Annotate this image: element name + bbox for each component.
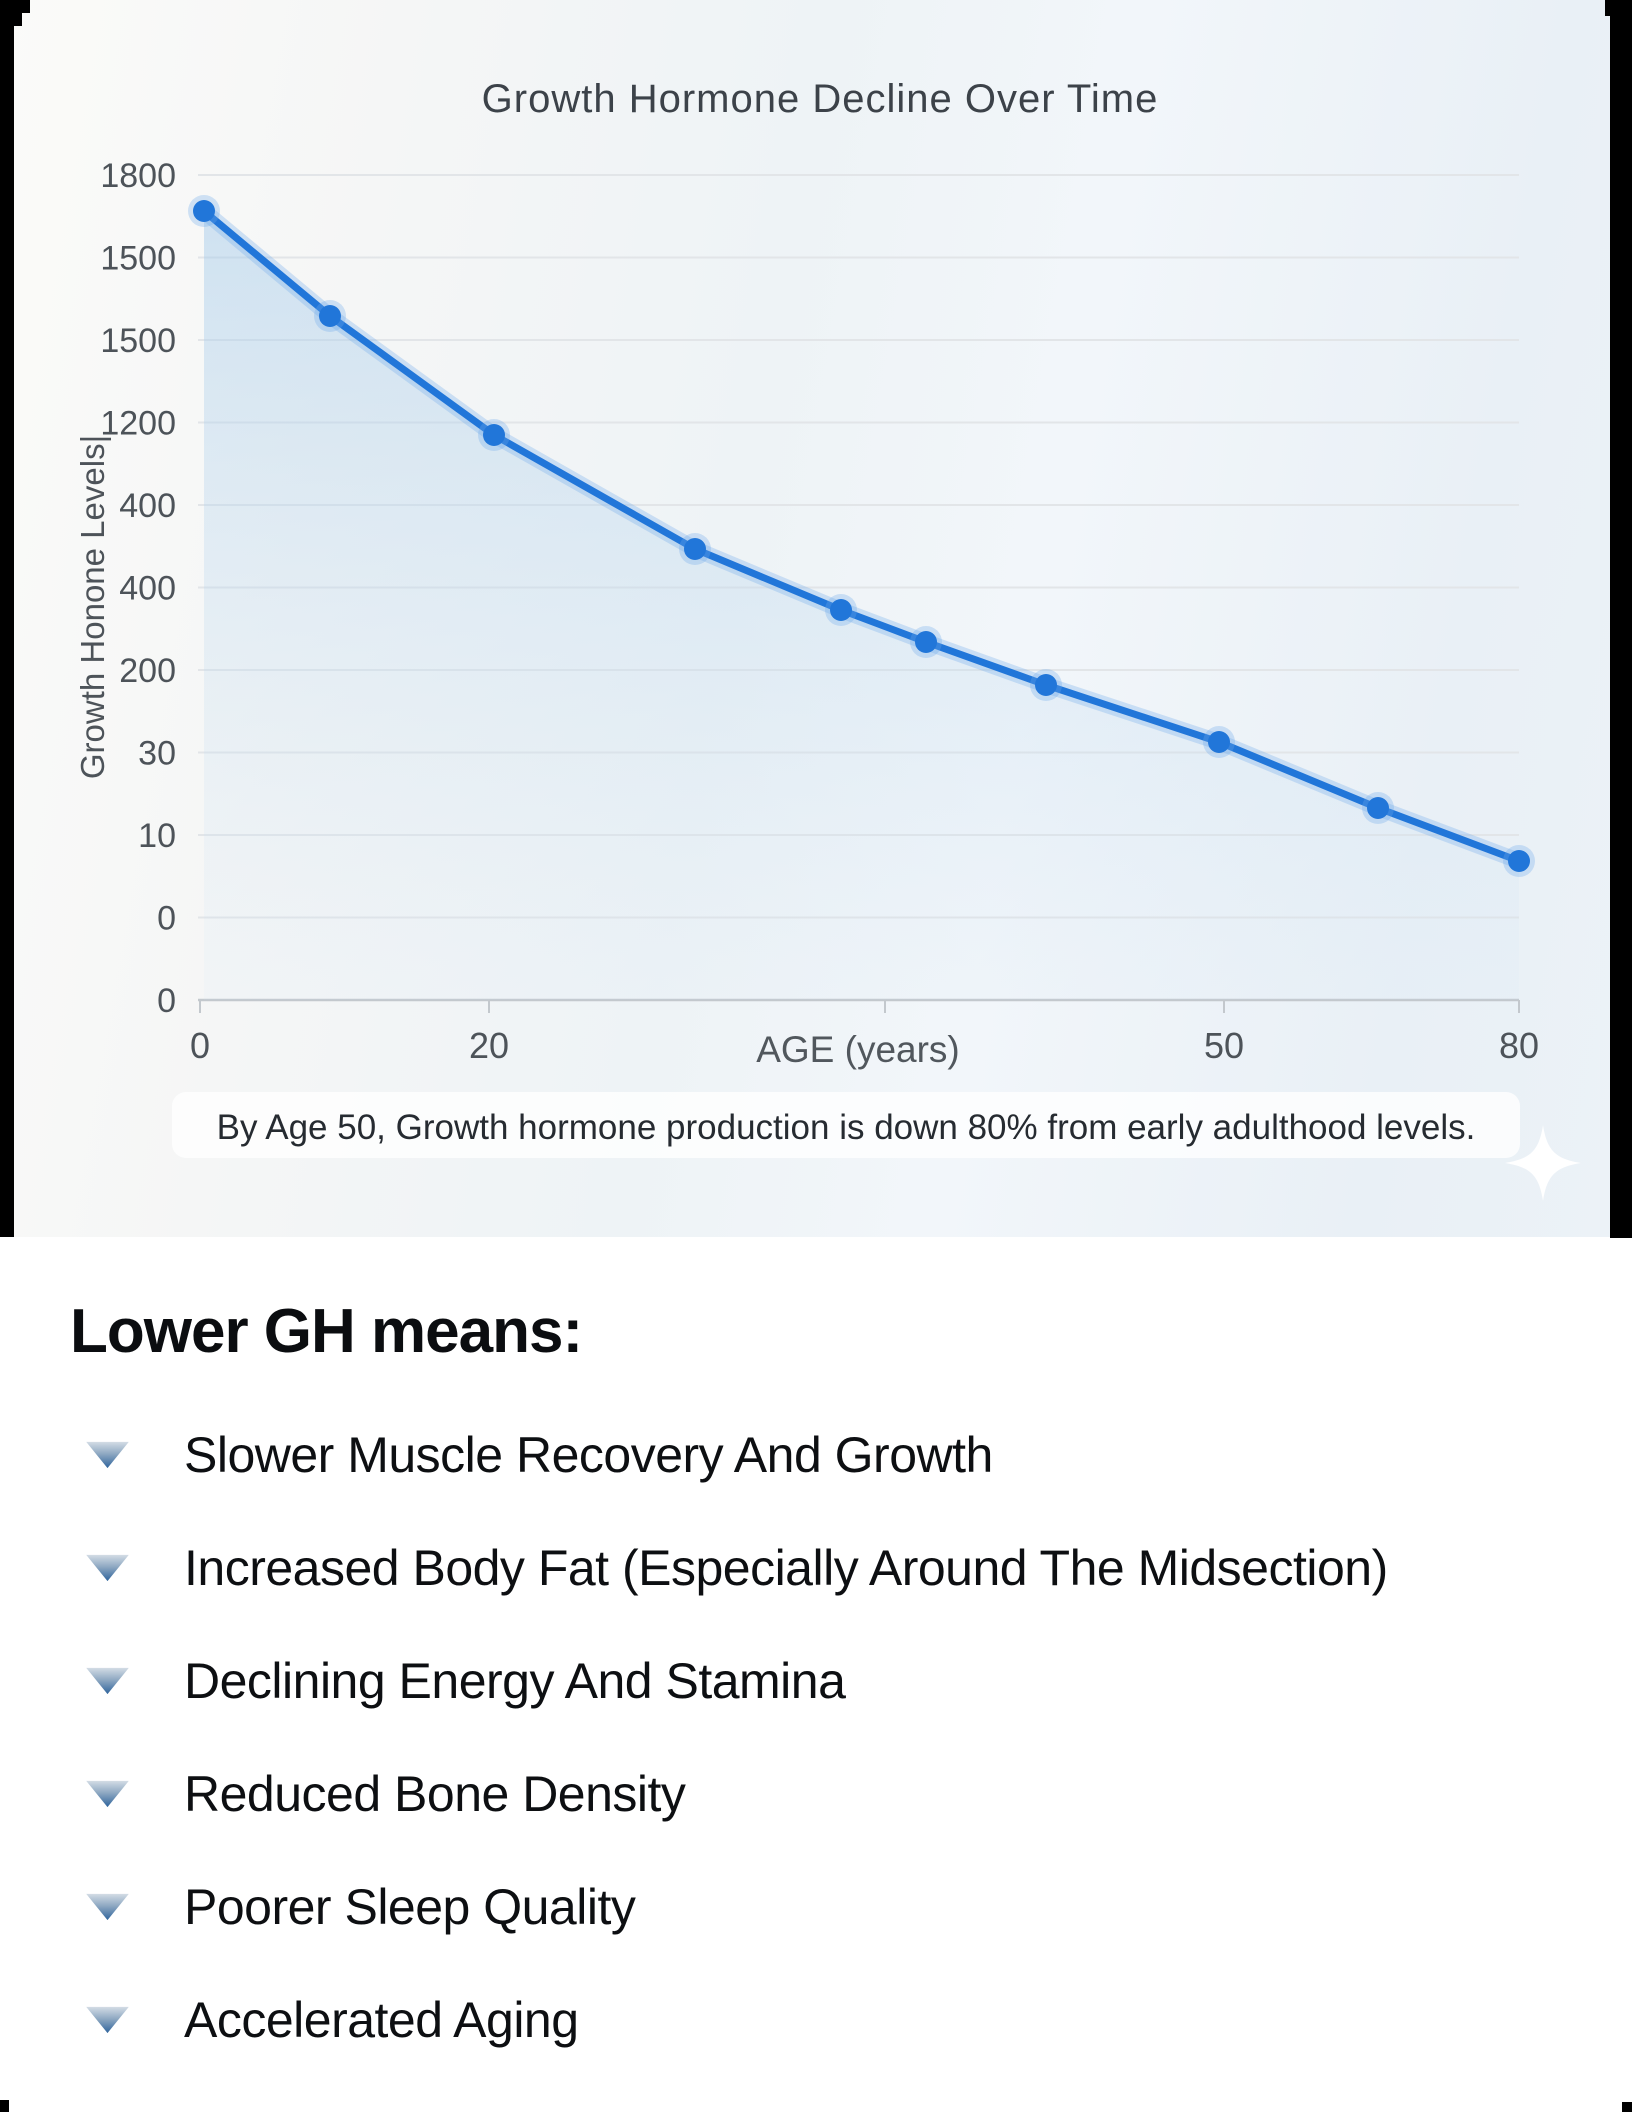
section-heading: Lower GH means: (70, 1297, 583, 1366)
chart-card: Growth Hormone Decline Over Time 1800 150… (0, 0, 1632, 1237)
x-axis-tick-labels: 0 20 50 80 (190, 1000, 1539, 1066)
list-item-label: Poorer Sleep Quality (184, 1878, 636, 1935)
chart-title: Growth Hormone Decline Over Time (482, 77, 1159, 121)
frame-artifact-bottom-left (0, 2100, 9, 2112)
y-tick-label: 400 (119, 570, 176, 608)
line-series-layer (188, 195, 1535, 1000)
caption-band (172, 1092, 1520, 1158)
triangle-down-icon (86, 1893, 129, 1920)
triangle-down-icon (86, 1780, 129, 1807)
area-fill (204, 211, 1519, 1000)
list-item-label: Reduced Bone Density (184, 1765, 686, 1822)
frame-artifact-top-left (0, 0, 30, 13)
y-tick-label: 10 (138, 817, 176, 855)
data-point (830, 599, 852, 621)
list-item: Slower Muscle Recovery And Growth (0, 1398, 1632, 1511)
y-tick-label: 30 (138, 735, 176, 773)
list-item: Accelerated Aging (0, 1963, 1632, 2076)
lower-gh-section: Lower GH means: Slower Muscle Recovery A… (0, 1237, 1632, 2112)
x-tick-label: 80 (1499, 1025, 1539, 1066)
list-item-label: Accelerated Aging (184, 1991, 579, 2048)
data-point (915, 631, 937, 653)
sparkle-icon (1505, 1125, 1581, 1201)
triangle-down-icon (86, 1667, 129, 1694)
triangle-down-icon (86, 1441, 129, 1468)
y-tick-label: 1200 (100, 405, 176, 443)
y-axis-tick-labels: 1800 1500 1500 1200 400 400 200 30 10 0 0 (100, 157, 176, 1020)
list-item: Reduced Bone Density (0, 1737, 1632, 1850)
y-tick-label: 1500 (100, 240, 176, 278)
data-point (319, 305, 341, 327)
y-tick-label: 1800 (100, 157, 176, 195)
list-item: Declining Energy And Stamina (0, 1624, 1632, 1737)
y-tick-label: 0 (157, 982, 176, 1020)
frame-artifact-top-left (0, 13, 22, 26)
list-item-label: Slower Muscle Recovery And Growth (184, 1426, 993, 1483)
frame-artifact-left-strip (0, 26, 14, 1237)
list-item-label: Increased Body Fat (Especially Around Th… (184, 1539, 1388, 1596)
list-item: Poorer Sleep Quality (0, 1850, 1632, 1963)
list-item-label: Declining Energy And Stamina (184, 1652, 846, 1709)
data-point (1035, 674, 1057, 696)
y-tick-label: 0 (157, 900, 176, 938)
x-axis-title: AGE (years) (756, 1029, 960, 1070)
triangle-down-icon (86, 1554, 129, 1581)
data-point (1367, 797, 1389, 819)
list-item: Increased Body Fat (Especially Around Th… (0, 1511, 1632, 1624)
data-line (200, 207, 1523, 865)
chart-caption: By Age 50, Growth hormone production is … (217, 1108, 1476, 1147)
frame-artifact-top-right (1605, 0, 1632, 16)
data-point (1208, 731, 1230, 753)
frame-artifact-right-strip (1610, 16, 1632, 1238)
gh-decline-chart: Growth Hormone Decline Over Time 1800 150… (74, 77, 1581, 1201)
x-tick-label: 20 (469, 1025, 509, 1066)
x-tick-label: 50 (1204, 1025, 1244, 1066)
x-tick-label: 0 (190, 1025, 210, 1066)
y-tick-label: 1500 (100, 322, 176, 360)
y-tick-label: 200 (119, 652, 176, 690)
triangle-down-icon (86, 2006, 129, 2033)
data-point (1508, 850, 1530, 872)
y-axis-title: Growth Honone Levels| (74, 435, 111, 779)
gh-effects-list: Slower Muscle Recovery And Growth Increa… (0, 1398, 1632, 2076)
data-point (193, 200, 215, 222)
data-point (684, 538, 706, 560)
frame-artifact-bottom-right (1622, 2102, 1632, 2112)
data-point (483, 424, 505, 446)
y-tick-label: 400 (119, 487, 176, 525)
